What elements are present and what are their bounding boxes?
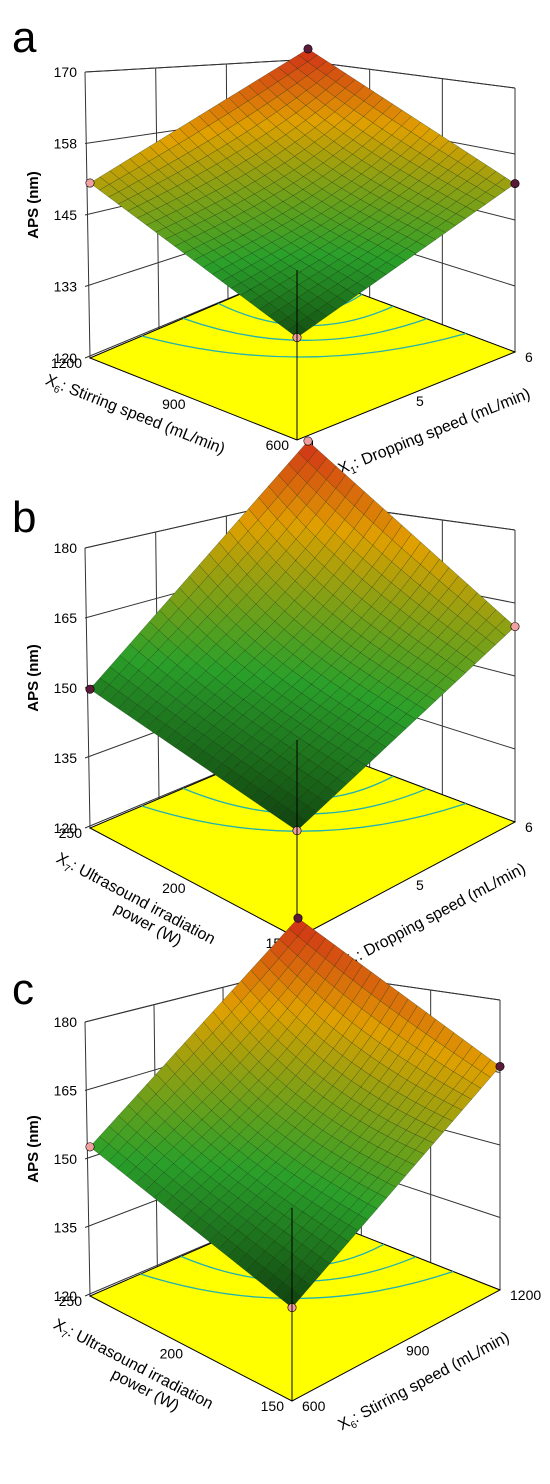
z-tick-label: 145 [54,207,78,223]
y-tick-label: 200 [162,880,186,896]
wall-left-edge [84,71,91,359]
response-surface [89,917,501,1308]
y-tick-label: 600 [266,437,290,453]
z-tick-label: 165 [54,1083,78,1099]
x-tick-label: 5 [416,393,424,409]
panel-c: 180 165 150 135 120 APS (nm) 600 900 1200 150 200 2… [12,913,541,1434]
x-tick-label: 5 [416,877,424,893]
design-point-1 [495,1061,505,1071]
y-tick-label: 150 [261,1398,285,1414]
x-tick-label: 600 [302,1398,326,1414]
z-tick-label: 120 [54,350,78,366]
design-point-3 [303,44,313,54]
z-tick-label: 135 [54,1220,78,1236]
contour-line-0 [141,802,467,832]
z-tick-label: 120 [54,1288,78,1304]
design-point-3 [303,436,313,446]
y-tick-label: 250 [59,825,83,841]
wall-zgrid-left-0 [84,59,298,73]
z-tick-label: 165 [54,610,78,626]
wall-left-edge [84,1021,91,1297]
z-tick-label: 158 [54,136,78,152]
z-tick-label: 150 [54,680,78,696]
x-tick-label: 900 [406,1343,430,1359]
y-axis-label-sub: 6 [52,384,62,396]
design-point-1 [510,622,520,632]
x-tick-label: 6 [525,349,533,365]
z-tick-label: 135 [54,750,78,766]
y-tick-label: 200 [160,1346,184,1362]
design-point-1 [510,179,520,189]
z-tick-label: 180 [54,1014,78,1030]
x-axis-label-sub: 1 [349,465,359,477]
panel-letter-c: c [12,965,34,1014]
contour-line-1 [182,317,427,341]
wall-zgrid-right-0 [296,59,516,89]
z-tick-label: 180 [54,540,78,556]
design-point-2 [85,1142,95,1152]
design-point-3 [293,913,303,923]
z-axis-label: APS (nm) [25,171,42,239]
panel-letter-b: b [12,493,36,542]
response-surface [89,48,516,338]
design-point-2 [85,178,95,188]
y-axis-label-sub: 7 [61,863,71,876]
y-tick-label: 1200 [51,355,82,371]
y-tick-label: 900 [162,396,186,412]
design-point-2 [85,684,95,694]
z-tick-label: 120 [54,820,78,836]
z-tick-label: 133 [54,279,78,295]
y-tick-label: 250 [59,1293,83,1309]
x-axis-label-sub: 6 [349,1419,359,1432]
y-axis-label-sub: 7 [59,1329,69,1342]
z-tick-label: 150 [54,1151,78,1167]
z-tick-label: 170 [54,64,78,80]
x-tick-label: 6 [525,819,533,835]
panel-letter-a: a [12,13,37,62]
response-surface [89,440,516,831]
z-axis-label: APS (nm) [25,1115,42,1183]
z-axis-label: APS (nm) [25,644,42,712]
x-tick-label: 1200 [510,1287,541,1303]
contour-line-0 [141,332,467,358]
